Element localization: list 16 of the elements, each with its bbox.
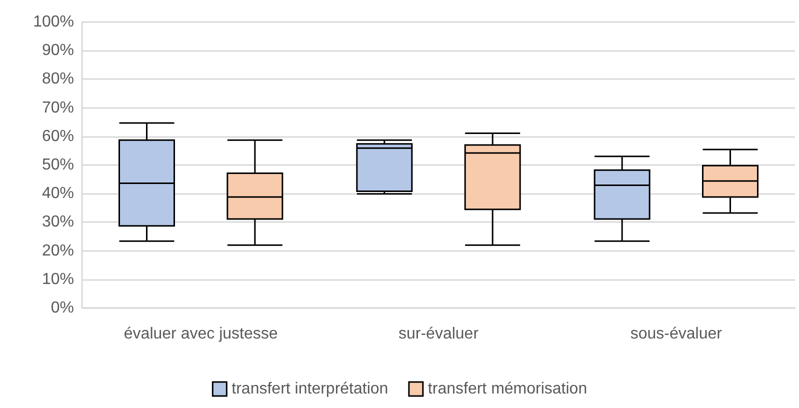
y-tick-label: 90%: [42, 42, 74, 60]
x-tick-label: sous-évaluer: [630, 326, 723, 342]
y-tick-label: 10%: [42, 270, 74, 288]
y-tick-label: 60%: [42, 128, 74, 145]
y-tick-label: 30%: [42, 214, 74, 231]
y-tick-label: 100%: [33, 14, 74, 30]
legend-label: transfert interprétation: [232, 380, 388, 398]
x-tick-label: sur-évaluer: [398, 326, 480, 342]
y-tick-label: 0%: [50, 300, 74, 316]
legend-label: transfert mémorisation: [428, 380, 588, 398]
y-tick-label: 50%: [42, 156, 74, 174]
y-tick-label: 70%: [42, 99, 74, 116]
y-tick-label: 20%: [42, 242, 74, 260]
y-tick-label: 80%: [42, 70, 74, 88]
x-tick-label: évaluer avec justesse: [124, 326, 278, 342]
y-tick-label: 40%: [42, 185, 74, 202]
